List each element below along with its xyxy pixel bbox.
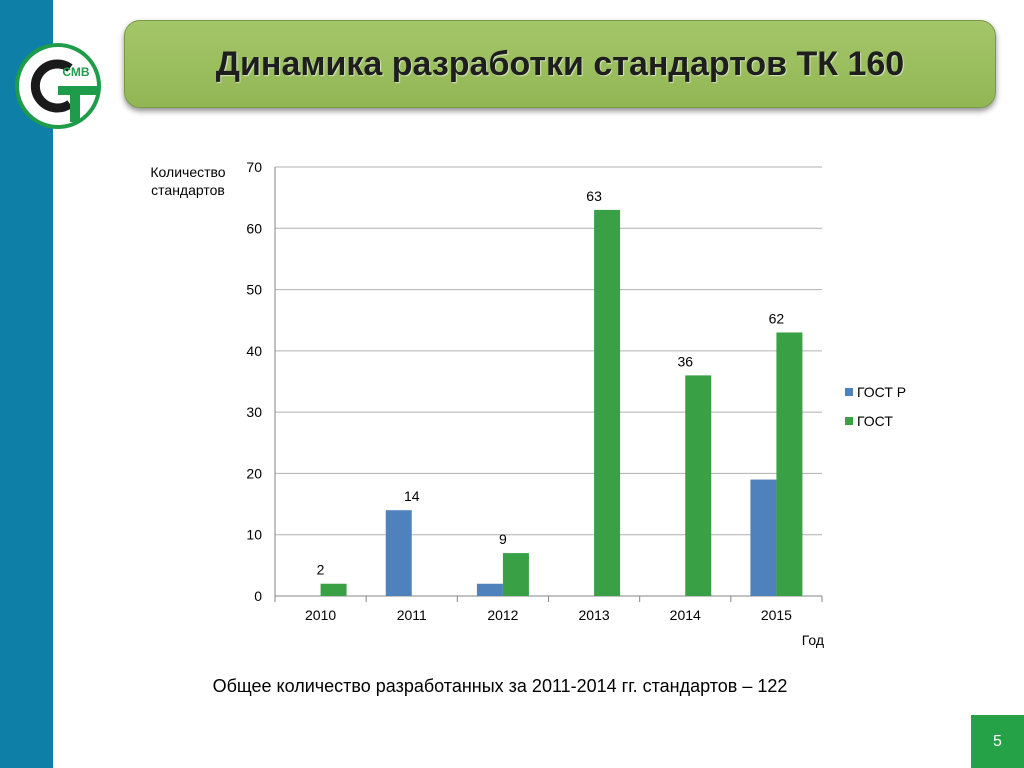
- y-tick-label: 30: [246, 404, 262, 420]
- bar-chart: 0 10 20 30 40 50 60 70 2010 2 2011 14 2012 9 2013 63 201…: [150, 159, 906, 648]
- legend-swatch: [845, 388, 853, 396]
- y-tick-label: 50: [246, 282, 262, 298]
- legend-label: ГОСТ: [857, 413, 893, 429]
- bar-gost: [502, 553, 529, 596]
- data-label: 63: [586, 188, 602, 204]
- bar-gost-r: [385, 510, 412, 596]
- bar-gost: [594, 209, 621, 596]
- data-label: 2: [317, 562, 325, 578]
- title-banner: Динамика разработки стандартов ТК 160: [124, 20, 996, 108]
- left-sidebar-bar: [0, 0, 53, 768]
- bar-gost-r: [476, 583, 503, 596]
- data-label: 14: [404, 488, 420, 504]
- y-tick-label: 10: [246, 527, 262, 543]
- slide-title: Динамика разработки стандартов ТК 160: [215, 44, 905, 83]
- data-label: 9: [499, 531, 507, 547]
- y-axis-title-line: стандартов: [151, 182, 225, 198]
- x-tick-label: 2013: [579, 607, 610, 623]
- logo-text: СМВ: [62, 65, 90, 79]
- x-tick-label: 2014: [670, 607, 701, 623]
- y-tick-label: 20: [246, 465, 262, 481]
- bar-gost: [685, 375, 712, 596]
- logo-c-shape: [30, 59, 73, 113]
- bar-gost-r: [750, 479, 777, 596]
- legend-swatch: [845, 417, 853, 425]
- y-tick-label: 60: [246, 220, 262, 236]
- x-tick-label: 2011: [397, 607, 427, 623]
- y-tick-label: 0: [254, 588, 262, 604]
- x-tick-label: 2010: [305, 607, 336, 623]
- y-tick-label: 40: [246, 343, 262, 359]
- bar-gost: [320, 583, 347, 596]
- page-number: 5: [993, 732, 1002, 750]
- bar-gost: [776, 332, 803, 596]
- logo: СМВ: [15, 43, 101, 129]
- legend-label: ГОСТ Р: [857, 384, 906, 400]
- x-tick-label: 2012: [487, 607, 518, 623]
- page-number-box: 5: [971, 715, 1024, 768]
- logo-t-stem: [70, 86, 80, 122]
- y-axis-title-line: Количество: [150, 164, 225, 180]
- x-tick-label: 2015: [761, 607, 792, 623]
- data-label: 62: [769, 310, 785, 326]
- data-label: 36: [677, 353, 693, 369]
- y-tick-label: 70: [246, 159, 262, 175]
- summary-text: Общее количество разработанных за 2011-2…: [212, 676, 788, 696]
- x-axis-title: Год: [802, 632, 824, 648]
